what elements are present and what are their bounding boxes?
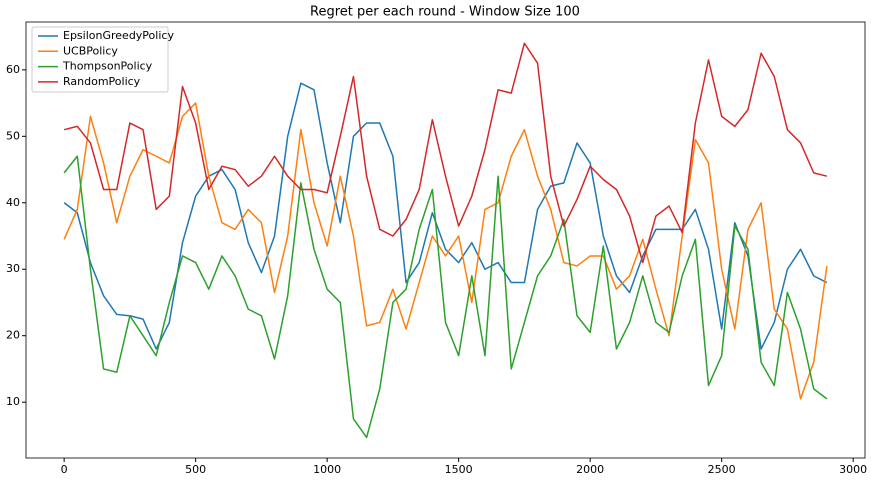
legend-box xyxy=(31,26,169,93)
series-line xyxy=(63,155,828,439)
x-tick-label: 2500 xyxy=(708,463,736,476)
plot-frame xyxy=(25,21,866,459)
series-line xyxy=(63,82,828,350)
x-tick-label: 1000 xyxy=(313,463,341,476)
x-tick-label: 500 xyxy=(185,463,206,476)
series-line xyxy=(63,102,828,400)
y-tick-label: 20 xyxy=(6,329,20,342)
x-tick-label: 1500 xyxy=(445,463,473,476)
y-tick-label: 40 xyxy=(6,196,20,209)
y-tick-label: 30 xyxy=(6,262,20,275)
y-tick-label: 50 xyxy=(6,129,20,142)
legend-label: RandomPolicy xyxy=(63,75,141,88)
legend-label: EpsilonGreedyPolicy xyxy=(63,29,174,42)
legend-label: ThompsonPolicy xyxy=(62,60,153,73)
y-tick-label: 60 xyxy=(6,63,20,76)
x-tick-label: 0 xyxy=(61,463,68,476)
x-tick-label: 3000 xyxy=(839,463,867,476)
x-tick-label: 2000 xyxy=(576,463,604,476)
chart-title: Regret per each round - Window Size 100 xyxy=(310,5,580,20)
y-tick-label: 10 xyxy=(6,395,20,408)
legend-label: UCBPolicy xyxy=(63,44,118,57)
series-line xyxy=(63,42,828,264)
